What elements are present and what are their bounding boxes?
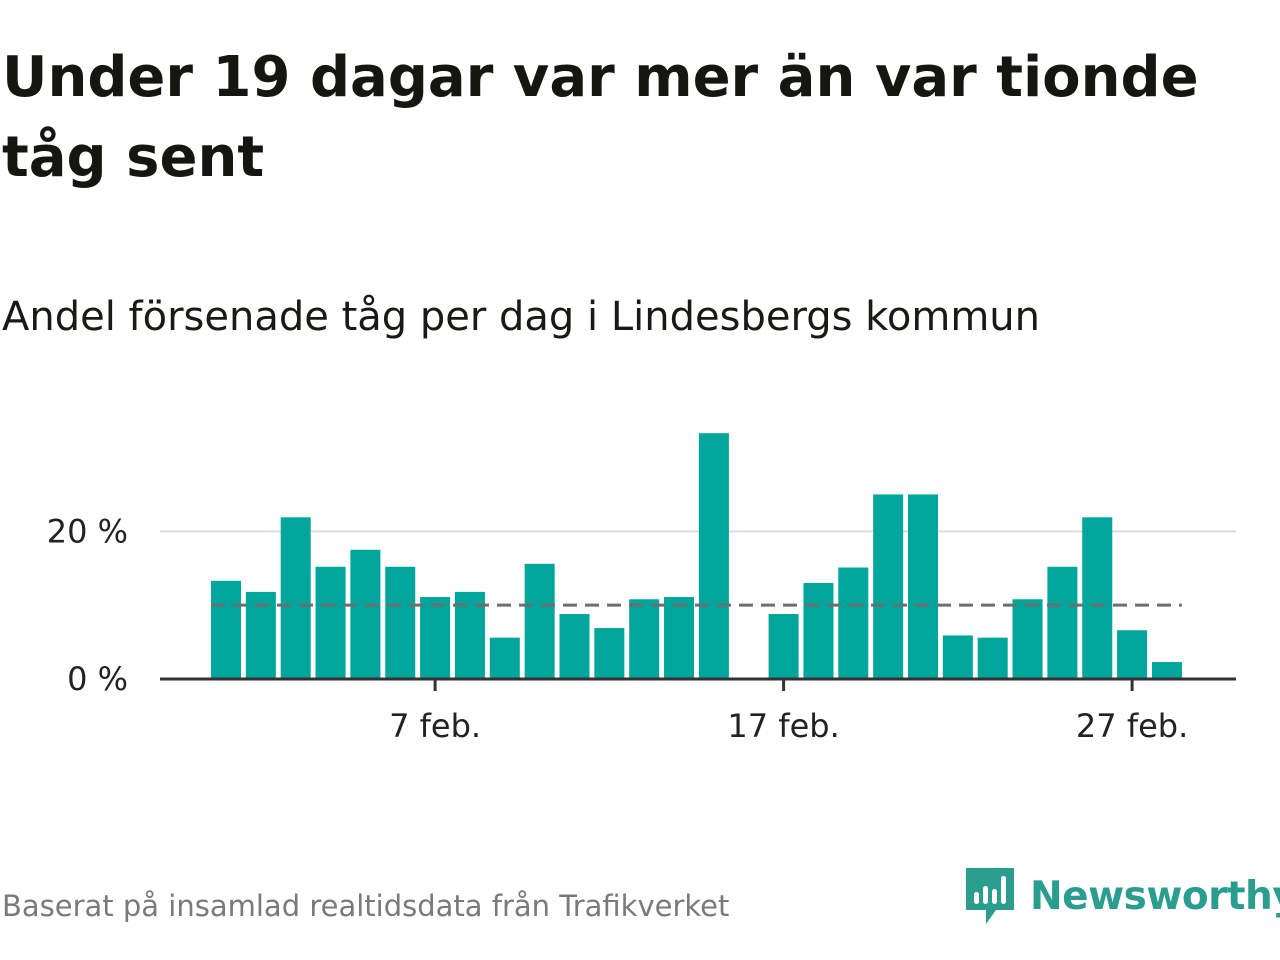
x-tick-label: 17 feb. bbox=[727, 707, 839, 745]
bar bbox=[385, 566, 416, 679]
brand-logo: Newsworthy bbox=[964, 866, 1280, 926]
bar-chart: 0 % 20 % 7 feb. 17 feb. 27 feb. bbox=[47, 433, 1236, 745]
chart-title: Under 19 dagar var mer än var tionde tåg… bbox=[2, 45, 1199, 190]
bar bbox=[1151, 662, 1182, 679]
bar bbox=[803, 583, 834, 679]
source-note: Baserat på insamlad realtidsdata från Tr… bbox=[2, 889, 730, 923]
y-axis-labels: 0 % 20 % bbox=[47, 512, 128, 698]
bar bbox=[664, 597, 695, 679]
bar bbox=[1117, 630, 1148, 679]
x-axis-labels: 7 feb. 17 feb. 27 feb. bbox=[389, 679, 1188, 745]
bar bbox=[1082, 517, 1113, 679]
bar bbox=[977, 637, 1008, 679]
bar bbox=[698, 433, 729, 679]
bar bbox=[559, 614, 590, 679]
bar bbox=[211, 580, 241, 679]
bar bbox=[350, 549, 381, 679]
bars bbox=[211, 433, 1182, 679]
bar bbox=[942, 635, 973, 679]
bar bbox=[594, 628, 625, 679]
newsworthy-logo-icon bbox=[966, 868, 1014, 924]
bar bbox=[1012, 599, 1043, 679]
bar bbox=[768, 614, 799, 679]
bar bbox=[873, 494, 904, 679]
bar bbox=[280, 517, 311, 679]
bar bbox=[420, 597, 451, 679]
y-tick-label: 0 % bbox=[67, 660, 128, 698]
x-tick-label: 7 feb. bbox=[389, 707, 481, 745]
bar bbox=[629, 599, 660, 679]
chart-subtitle: Andel försenade tåg per dag i Lindesberg… bbox=[2, 294, 1040, 340]
bar bbox=[1047, 566, 1078, 679]
bar bbox=[315, 566, 346, 679]
x-tick-label: 27 feb. bbox=[1076, 707, 1188, 745]
y-tick-label: 20 % bbox=[47, 512, 128, 550]
brand-name: Newsworthy bbox=[1030, 873, 1280, 919]
bar bbox=[838, 567, 869, 679]
bar bbox=[908, 494, 938, 679]
bar bbox=[489, 637, 520, 679]
bar bbox=[524, 563, 555, 679]
